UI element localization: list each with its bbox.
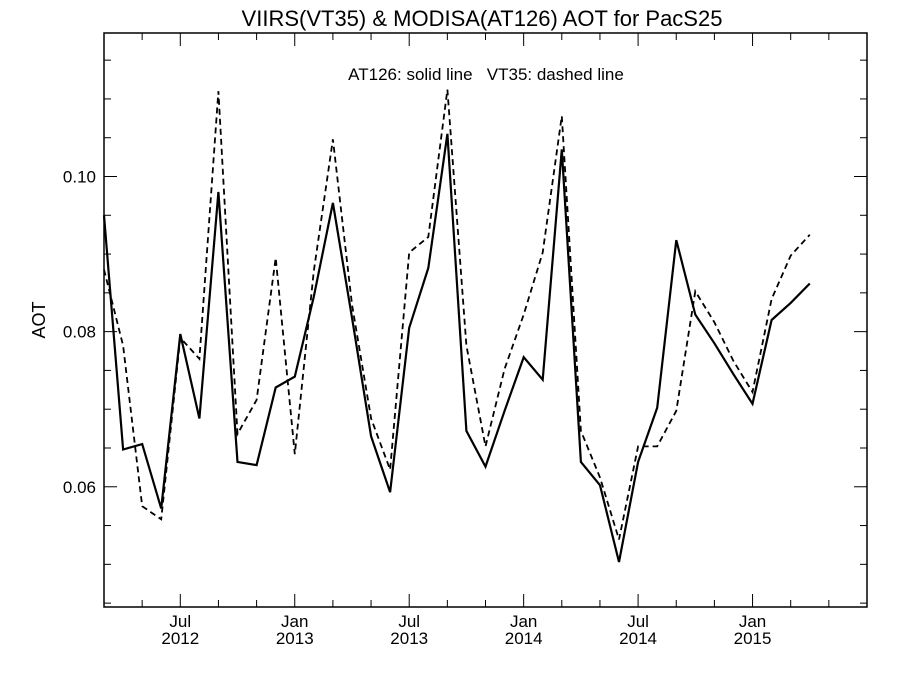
series-line-vt35 [103, 89, 811, 540]
x-tick-label-month: Jul [627, 612, 649, 631]
y-tick-label: 0.10 [63, 168, 96, 187]
x-tick-label-month: Jan [739, 612, 766, 631]
axis-ticks: 0.060.080.10Jul2012Jan2013Jul2013Jan2014… [63, 33, 867, 648]
series-line-at126 [102, 133, 811, 563]
x-tick-label-year: 2013 [276, 629, 314, 648]
chart-title: VIIRS(VT35) & MODISA(AT126) AOT for PacS… [242, 6, 723, 31]
x-tick-label-month: Jan [281, 612, 308, 631]
x-tick-label-year: 2013 [390, 629, 428, 648]
x-tick-label-year: 2014 [619, 629, 657, 648]
y-axis-label: AOT [29, 301, 49, 338]
x-tick-label-month: Jul [169, 612, 191, 631]
y-tick-label: 0.08 [63, 323, 96, 342]
series-lines [102, 89, 811, 563]
line-style-note: AT126: solid line VT35: dashed line [348, 65, 624, 84]
x-tick-label-year: 2015 [734, 629, 772, 648]
plot-frame [103, 32, 868, 608]
x-tick-label-month: Jan [510, 612, 537, 631]
y-tick-label: 0.06 [63, 478, 96, 497]
x-tick-label-month: Jul [398, 612, 420, 631]
x-tick-label-year: 2012 [161, 629, 199, 648]
x-tick-label-year: 2014 [505, 629, 543, 648]
